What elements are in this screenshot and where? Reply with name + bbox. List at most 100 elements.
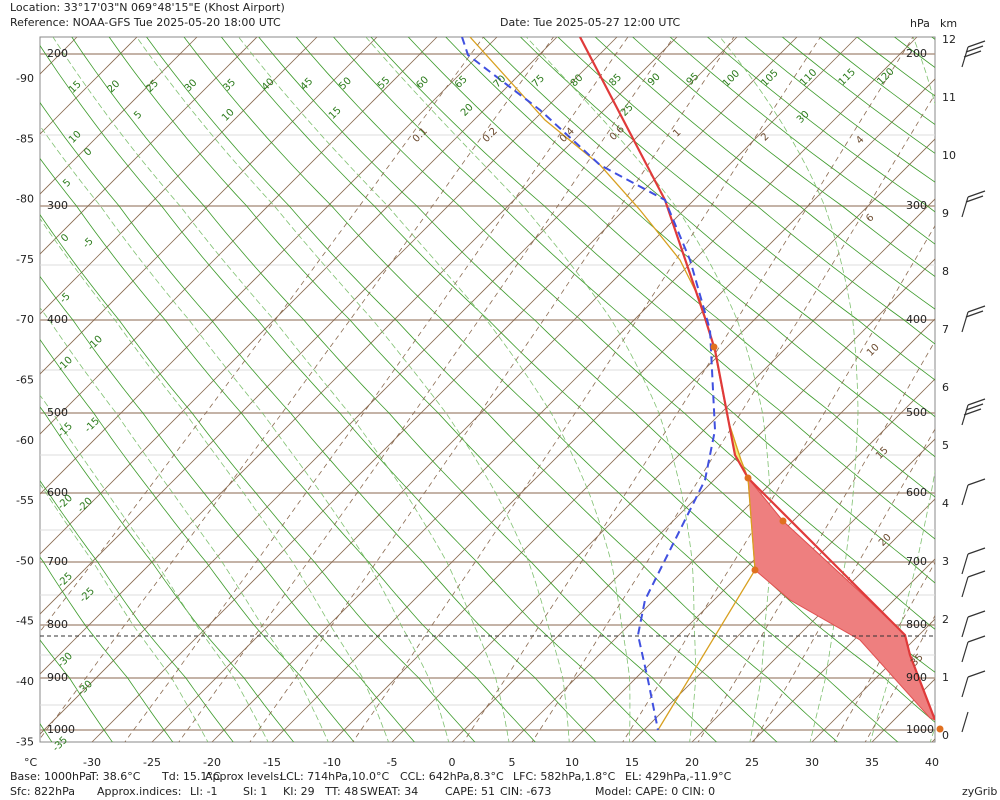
moist-adiabat	[929, 726, 935, 742]
isotherm	[40, 37, 258, 255]
temp-label: 15	[625, 756, 639, 769]
barb-flag	[967, 610, 986, 618]
isotherm	[391, 198, 935, 742]
pressure-label-left: 500	[47, 406, 68, 419]
footer-item: KI: 29	[283, 785, 315, 798]
footer-item: Approx.indices:	[97, 785, 182, 798]
km-label: 5	[942, 439, 949, 452]
left-temp-label: -40	[16, 675, 34, 688]
footer-item: SWEAT: 34	[360, 785, 418, 798]
barb-staff	[961, 484, 969, 506]
level-dots	[710, 343, 787, 574]
temp-label: -15	[263, 756, 281, 769]
temp-label: 0	[449, 756, 456, 769]
reference: Reference: NOAA-GFS Tue 2025-05-20 18:00…	[10, 16, 281, 29]
dry-adiabat	[669, 37, 935, 245]
cin-area	[747, 476, 935, 721]
pressure-label-right: 400	[906, 313, 927, 326]
mixing-ratio-line	[753, 428, 935, 742]
pressure-label-left: 300	[47, 199, 68, 212]
moist-adiabat	[40, 483, 209, 742]
isotherm	[40, 37, 438, 435]
footer-item: CAPE: 51	[445, 785, 495, 798]
barb-staff	[961, 311, 969, 333]
temperature-curve	[579, 37, 935, 721]
barb-staff	[961, 576, 969, 598]
dry-adiabat	[40, 157, 536, 742]
isotherm	[211, 37, 918, 742]
barb-flag	[965, 45, 984, 53]
isotherm	[511, 318, 935, 742]
temp-label: -20	[203, 756, 221, 769]
dry-adiabat	[519, 37, 935, 381]
pressure-label-left: 900	[47, 671, 68, 684]
temp-label: 20	[685, 756, 699, 769]
temp-label: 10	[565, 756, 579, 769]
brand: zyGrib	[962, 785, 997, 798]
footer-item: Model: CAPE: 0 CIN: 0	[595, 785, 715, 798]
footer-item: TT: 48	[324, 785, 358, 798]
pressure-label-right: 300	[906, 199, 927, 212]
temp-label: -5	[387, 756, 398, 769]
moist-adiabat	[40, 125, 450, 742]
mixing-ratio-line	[462, 37, 914, 742]
km-label: 4	[942, 497, 949, 510]
mixing-ratio-line	[124, 37, 629, 742]
km-label: 10	[942, 149, 956, 162]
dry-adiabat	[40, 101, 597, 742]
km-unit: km	[940, 17, 957, 30]
footer-item: LFC: 582hPa,1.8°C	[513, 770, 616, 783]
lfc-dot	[744, 474, 752, 482]
footer-item: Sfc: 822hPa	[10, 785, 75, 798]
isotherm	[91, 37, 798, 742]
dry-adiabat	[40, 556, 174, 742]
isotherm	[40, 37, 558, 555]
barb-flag	[967, 547, 986, 555]
mixing-ratio-line	[352, 37, 821, 742]
isotherm	[40, 37, 498, 495]
left-temp-label: -45	[16, 615, 34, 628]
isotherm	[40, 37, 678, 675]
dry-adiabat	[939, 15, 1000, 745]
isotherm	[631, 438, 935, 742]
pressure-label-left: 400	[47, 313, 68, 326]
dry-adiabat	[976, 15, 1000, 745]
dry-adiabat	[482, 37, 935, 418]
barb-flag	[967, 478, 986, 486]
left-temp-label: -85	[16, 132, 34, 145]
location: Location: 33°17'03"N 069°48'15"E (Khost …	[10, 1, 285, 14]
barb-staff	[961, 676, 969, 698]
pressure-label-left: 200	[47, 47, 68, 60]
left-temp-label: -75	[16, 253, 34, 266]
mixing-ratio-line	[40, 37, 484, 633]
isotherm	[571, 378, 935, 742]
isotherm	[40, 37, 378, 375]
dry-adiabat	[71, 37, 718, 742]
wind-barbs	[961, 40, 986, 733]
dry-adiabat	[407, 37, 935, 498]
barb-flag	[967, 305, 986, 313]
dry-adiabat	[40, 214, 476, 742]
footer-item: Base: 1000hPa	[10, 770, 92, 783]
barb-flag	[963, 408, 982, 416]
temp-label: -30	[83, 756, 101, 769]
dry-adiabat	[40, 275, 415, 742]
moist-adiabat	[365, 37, 697, 742]
hpa-unit: hPa	[910, 17, 930, 30]
km-label: 3	[942, 555, 949, 568]
barb-flag	[965, 310, 984, 318]
dry-adiabat	[445, 37, 935, 458]
barb-flag	[965, 195, 984, 203]
barb-flag	[967, 190, 986, 198]
km-label: 8	[942, 265, 949, 278]
barb-staff	[961, 616, 969, 638]
pressure-label-left: 800	[47, 618, 68, 631]
left-temp-label: -70	[16, 313, 34, 326]
isotherm	[451, 258, 935, 742]
barb-flag	[967, 570, 986, 578]
km-label: 0	[942, 729, 949, 742]
temp-label: -25	[143, 756, 161, 769]
mixing-ratio-line	[249, 37, 735, 742]
